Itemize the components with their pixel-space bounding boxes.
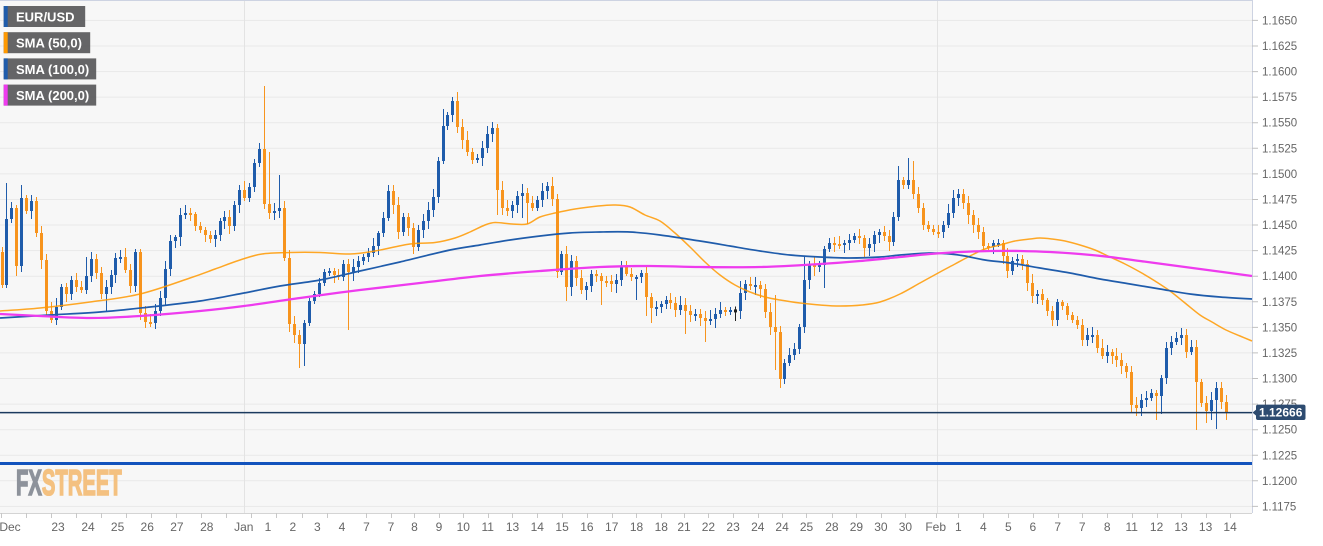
svg-text:1.1350: 1.1350 xyxy=(1262,322,1297,334)
svg-text:17: 17 xyxy=(605,520,619,534)
svg-text:24: 24 xyxy=(751,520,765,534)
svg-text:29: 29 xyxy=(850,520,864,534)
svg-text:23: 23 xyxy=(51,520,65,534)
svg-text:Jan: Jan xyxy=(234,520,253,534)
svg-text:13: 13 xyxy=(506,520,520,534)
svg-text:16: 16 xyxy=(580,520,594,534)
svg-text:24: 24 xyxy=(81,520,95,534)
svg-text:1.1400: 1.1400 xyxy=(1262,271,1297,283)
svg-text:3: 3 xyxy=(314,520,321,534)
svg-text:1.1575: 1.1575 xyxy=(1262,92,1297,104)
svg-text:30: 30 xyxy=(874,520,888,534)
svg-text:22: 22 xyxy=(702,520,716,534)
svg-text:30: 30 xyxy=(899,520,913,534)
svg-text:11: 11 xyxy=(481,520,494,534)
svg-text:8: 8 xyxy=(411,520,418,534)
svg-text:25: 25 xyxy=(800,520,814,534)
svg-text:1.1225: 1.1225 xyxy=(1262,450,1297,462)
svg-text:1.1250: 1.1250 xyxy=(1262,425,1297,437)
svg-text:26: 26 xyxy=(141,520,155,534)
svg-text:14: 14 xyxy=(531,520,545,534)
svg-text:8: 8 xyxy=(1104,520,1111,534)
svg-text:1.1475: 1.1475 xyxy=(1262,195,1297,207)
svg-text:1.1525: 1.1525 xyxy=(1262,143,1297,155)
svg-text:27: 27 xyxy=(170,520,184,534)
svg-text:1.1175: 1.1175 xyxy=(1262,501,1296,513)
svg-text:2: 2 xyxy=(289,520,296,534)
svg-text:1.1200: 1.1200 xyxy=(1262,476,1297,488)
svg-text:1: 1 xyxy=(265,520,272,534)
svg-text:18: 18 xyxy=(655,520,669,534)
svg-text:1.1300: 1.1300 xyxy=(1262,374,1297,386)
svg-text:FXSTREET: FXSTREET xyxy=(16,463,122,504)
svg-text:23: 23 xyxy=(726,520,740,534)
svg-text:1.1375: 1.1375 xyxy=(1262,297,1297,309)
svg-text:7: 7 xyxy=(388,520,395,534)
svg-text:25: 25 xyxy=(111,520,125,534)
svg-text:13: 13 xyxy=(1199,520,1213,534)
svg-text:1.1625: 1.1625 xyxy=(1262,41,1297,53)
svg-text:1.1500: 1.1500 xyxy=(1262,169,1297,181)
svg-text:7: 7 xyxy=(363,520,370,534)
svg-text:11: 11 xyxy=(1125,520,1138,534)
svg-text:6: 6 xyxy=(1029,520,1036,534)
svg-text:18: 18 xyxy=(630,520,644,534)
svg-text:1.1450: 1.1450 xyxy=(1262,220,1297,232)
svg-text:7: 7 xyxy=(1079,520,1086,534)
svg-text:1.1425: 1.1425 xyxy=(1262,246,1297,258)
svg-text:1: 1 xyxy=(955,520,962,534)
svg-text:9: 9 xyxy=(436,520,443,534)
svg-text:10: 10 xyxy=(457,520,471,534)
svg-text:1.12666: 1.12666 xyxy=(1259,405,1303,419)
svg-text:Dec: Dec xyxy=(0,520,21,534)
svg-text:1.1600: 1.1600 xyxy=(1262,67,1297,79)
svg-text:14: 14 xyxy=(1223,520,1237,534)
svg-text:SMA (200,0): SMA (200,0) xyxy=(16,88,89,103)
svg-text:15: 15 xyxy=(555,520,569,534)
svg-text:5: 5 xyxy=(1005,520,1012,534)
svg-text:4: 4 xyxy=(339,520,346,534)
svg-text:24: 24 xyxy=(775,520,789,534)
svg-text:SMA (100,0): SMA (100,0) xyxy=(16,62,89,77)
svg-text:28: 28 xyxy=(200,520,214,534)
svg-text:SMA (50,0): SMA (50,0) xyxy=(16,36,82,51)
svg-text:1.1650: 1.1650 xyxy=(1262,15,1297,27)
svg-text:13: 13 xyxy=(1174,520,1188,534)
svg-text:1.1325: 1.1325 xyxy=(1262,348,1297,360)
svg-text:4: 4 xyxy=(980,520,987,534)
svg-text:Feb: Feb xyxy=(925,520,946,534)
svg-text:EUR/USD: EUR/USD xyxy=(16,10,75,25)
svg-text:28: 28 xyxy=(825,520,839,534)
svg-text:7: 7 xyxy=(1054,520,1061,534)
svg-text:1.1550: 1.1550 xyxy=(1262,118,1297,130)
svg-text:21: 21 xyxy=(677,520,691,534)
svg-text:12: 12 xyxy=(1150,520,1164,534)
